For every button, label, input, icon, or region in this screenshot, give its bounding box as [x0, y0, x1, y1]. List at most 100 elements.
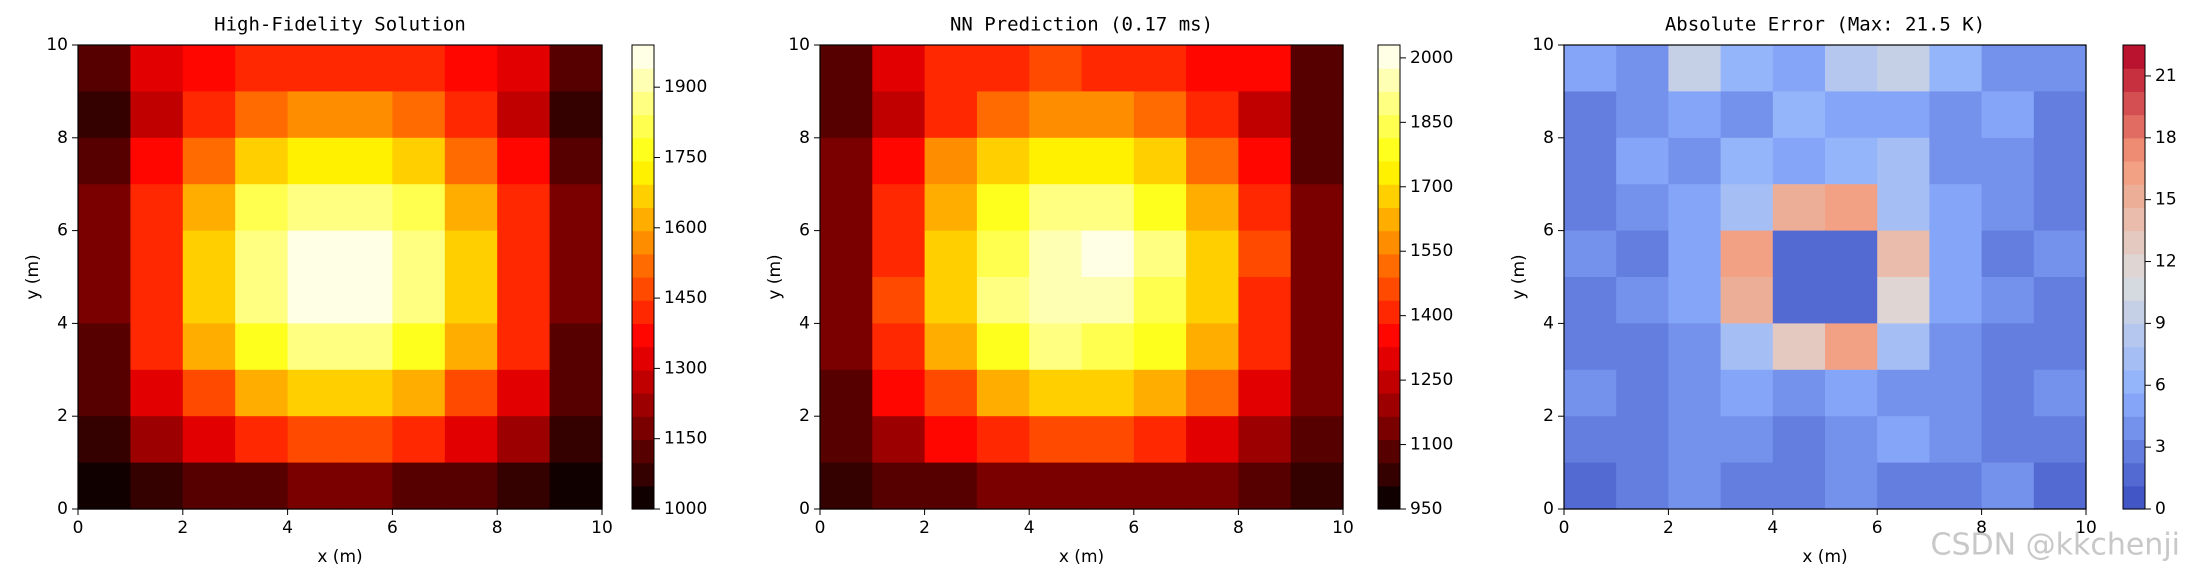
- contour-cell: [1186, 277, 1239, 324]
- contour-cell: [287, 184, 341, 232]
- colorbar-band: [2123, 253, 2145, 278]
- x-tick-label: 4: [1767, 518, 1778, 538]
- contour-cell: [1238, 416, 1292, 464]
- contour-cell: [1668, 369, 1722, 417]
- colorbar-tick-label: 1300: [664, 358, 707, 378]
- contour-cell: [1133, 184, 1187, 232]
- contour-cell: [444, 323, 498, 371]
- contour-cell: [392, 137, 446, 185]
- contour-cell: [340, 91, 393, 139]
- contour-cell: [820, 277, 873, 324]
- contour-cell: [1186, 184, 1239, 232]
- contour-cell: [1238, 137, 1292, 185]
- contour-cell: [924, 462, 978, 510]
- y-axis-label: y (m): [23, 254, 43, 299]
- contour-cell: [1720, 184, 1774, 232]
- contour-cell: [976, 277, 1030, 324]
- contour-cell: [497, 369, 551, 417]
- contour-cell: [924, 416, 978, 464]
- colorbar-band: [2123, 68, 2145, 92]
- contour-cell: [1772, 91, 1826, 139]
- colorbar-tick-label: 1850: [1410, 112, 1453, 132]
- colorbar-band: [1378, 137, 1400, 162]
- contour-cell: [1290, 45, 1344, 92]
- colorbar-frame: [2122, 44, 2146, 510]
- contour-cell: [872, 230, 926, 278]
- contour-cell: [1981, 462, 2035, 510]
- contour-cell: [872, 323, 926, 371]
- colorbar-tick-label: 950: [1410, 499, 1442, 519]
- contour-cell: [340, 323, 393, 371]
- contour-cell: [497, 462, 551, 510]
- contour-cell: [1081, 462, 1135, 510]
- contour-cell: [1081, 323, 1135, 371]
- contour-cell: [2033, 416, 2087, 464]
- colorbar-band: [2123, 346, 2145, 371]
- contour-cell: [1772, 137, 1826, 185]
- contour-cell: [182, 137, 236, 185]
- colorbar-band: [2123, 416, 2145, 440]
- x-tick-label: 10: [1332, 518, 1354, 538]
- contour-cell: [130, 91, 184, 139]
- contour-cell: [78, 184, 131, 232]
- contour-cell: [872, 462, 926, 510]
- colorbar-tick-label: 1550: [1410, 241, 1453, 261]
- contour-cell: [549, 45, 603, 92]
- contour-cell: [1981, 137, 2035, 185]
- colorbar-band: [2123, 485, 2145, 510]
- contour-cell: [235, 45, 289, 92]
- contour-cell: [444, 416, 498, 464]
- colorbar-tick-label: 15: [2155, 190, 2177, 210]
- contour-cell: [1186, 462, 1239, 510]
- contour-cell: [1029, 416, 1083, 464]
- contour-cell: [235, 184, 289, 232]
- contour-cell: [1029, 277, 1083, 324]
- contour-cell: [444, 277, 498, 324]
- contour-cell: [1238, 277, 1292, 324]
- colorbar-tick-label: 1450: [664, 288, 707, 308]
- contour-cell: [976, 323, 1030, 371]
- contour-cell: [820, 91, 873, 139]
- colorbar-tick-label: 2000: [1410, 48, 1453, 68]
- contour-cell: [1029, 369, 1083, 417]
- colorbar-band: [632, 277, 654, 301]
- contour-cell: [976, 137, 1030, 185]
- contour-cell: [1238, 323, 1292, 371]
- y-tick-label: 10: [1532, 35, 1554, 55]
- y-tick-label: 4: [57, 313, 68, 333]
- contour-cell: [2033, 91, 2087, 139]
- contour-cell: [976, 184, 1030, 232]
- contour-cell: [1772, 416, 1826, 464]
- contour-cell: [1668, 416, 1722, 464]
- x-tick-label: 0: [73, 518, 84, 538]
- contour-cell: [1564, 369, 1617, 417]
- contour-cell: [1929, 277, 1983, 324]
- contour-cell: [1290, 277, 1344, 324]
- contour-cell: [1238, 462, 1292, 510]
- contour-cell: [1720, 45, 1774, 92]
- colorbar-tick-label: 1600: [664, 218, 707, 238]
- x-tick-label: 8: [492, 518, 503, 538]
- contour-cell: [1616, 137, 1669, 185]
- contour-cell: [549, 230, 603, 278]
- contour-cell: [444, 91, 498, 139]
- contour-cell: [1081, 91, 1135, 139]
- colorbar-band: [1378, 253, 1400, 278]
- colorbar-band: [2123, 462, 2145, 487]
- contour-cell: [392, 369, 446, 417]
- colorbar-tick-label: 1750: [664, 147, 707, 167]
- contour-cell: [1133, 91, 1187, 139]
- contour-cell: [1929, 45, 1983, 92]
- colorbar-band: [1378, 277, 1400, 301]
- contour-cell: [1133, 369, 1187, 417]
- contour-cell: [340, 45, 393, 92]
- contour-cell: [1081, 137, 1135, 185]
- contour-cell: [1929, 91, 1983, 139]
- contour-cell: [235, 416, 289, 464]
- contour-cell: [1825, 416, 1878, 464]
- contour-cell: [78, 137, 131, 185]
- contour-cell: [392, 45, 446, 92]
- contour-cell: [1186, 91, 1239, 139]
- y-axis-label: y (m): [765, 254, 785, 299]
